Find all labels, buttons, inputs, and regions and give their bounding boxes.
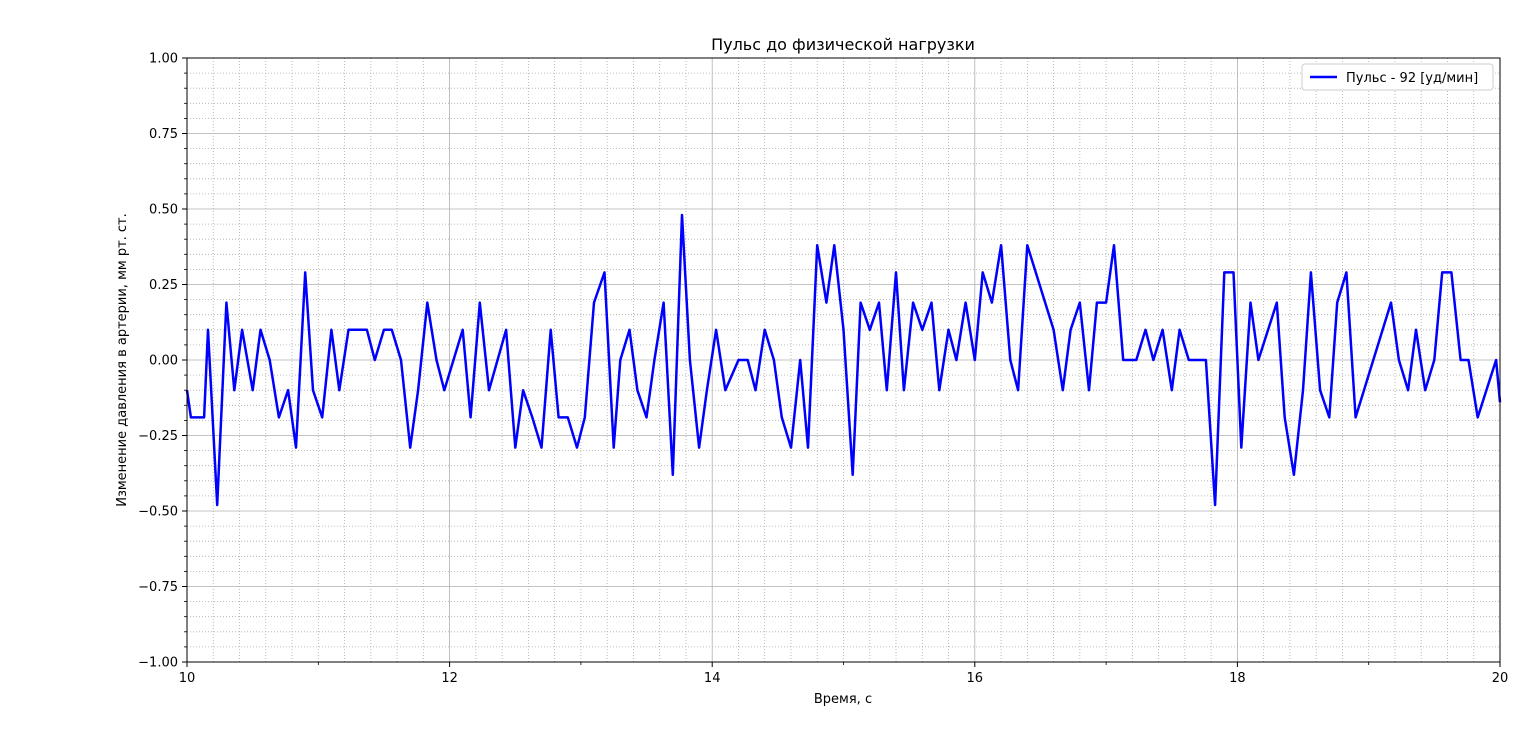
y-tick-label: 0.50 <box>149 203 178 218</box>
x-tick-label: 10 <box>179 671 196 686</box>
legend-entry-label: Пульс - 92 [уд/мин] <box>1346 71 1478 86</box>
y-axis: 1.00 0.75 0.50 0.25 0.00 −0.25 −0.50 −0.75 −1.00 <box>138 52 187 671</box>
y-tick-label: −1.00 <box>138 656 178 671</box>
y-tick-label: −0.75 <box>138 580 178 595</box>
y-tick-label: −0.50 <box>138 505 178 520</box>
y-tick-label: 0.75 <box>149 127 178 142</box>
y-axis-label: Изменение давления в артерии, мм рт. ст. <box>115 213 130 507</box>
y-tick-label: 1.00 <box>149 52 178 67</box>
x-tick-label: 12 <box>441 671 458 686</box>
series-line <box>185 213 1502 507</box>
x-tick-label: 20 <box>1492 671 1509 686</box>
x-axis: 10 12 14 16 18 20 <box>179 662 1509 686</box>
x-tick-label: 18 <box>1229 671 1246 686</box>
x-tick-label: 16 <box>967 671 984 686</box>
x-axis-label: Время, с <box>814 692 872 707</box>
x-tick-label: 14 <box>704 671 721 686</box>
series-layer <box>185 213 1502 507</box>
legend-box <box>1301 63 1494 91</box>
y-tick-label: 0.00 <box>149 354 178 369</box>
y-tick-label: −0.25 <box>138 429 178 444</box>
chart-title: Пульс до физической нагрузки <box>711 35 975 54</box>
legend: Пульс - 92 [уд/мин] <box>1301 63 1494 91</box>
y-tick-label: 0.25 <box>149 278 178 293</box>
